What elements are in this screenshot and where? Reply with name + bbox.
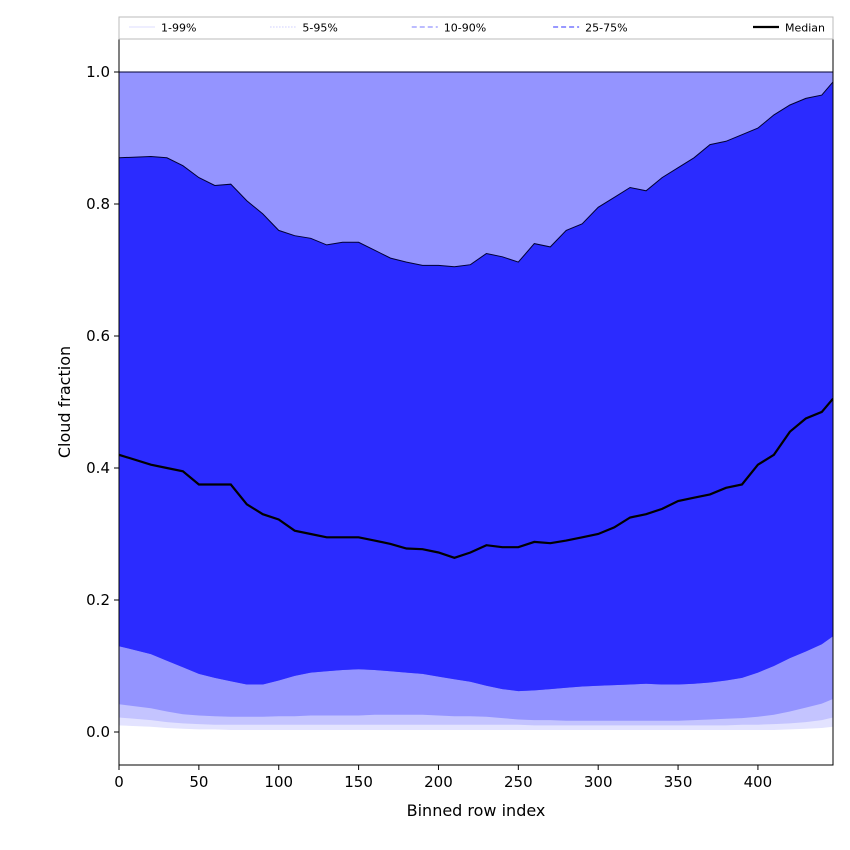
legend-box: [118, 16, 834, 40]
x-tick-label: 100: [264, 773, 293, 791]
y-axis-label: Cloud fraction: [55, 346, 74, 458]
x-tick-label: 150: [344, 773, 373, 791]
legend-label: 25-75%: [585, 22, 627, 35]
x-tick-label: 0: [114, 773, 124, 791]
bands-layer: [119, 72, 833, 730]
legend-label: 1-99%: [161, 22, 196, 35]
legend-label: Median: [785, 22, 825, 35]
x-tick-label: 400: [744, 773, 773, 791]
x-tick-label: 350: [664, 773, 693, 791]
legend-label: 10-90%: [444, 22, 486, 35]
x-tick-label: 300: [584, 773, 613, 791]
legend-label: 5-95%: [302, 22, 337, 35]
y-tick-label: 0.0: [86, 723, 110, 741]
lines-layer: [119, 71, 833, 559]
x-axis: 0 50 100 150 200 250 300 350 400: [114, 765, 772, 791]
band-iqr-core: [119, 81, 833, 692]
line-75th-percentile: [119, 81, 833, 268]
x-tick-label: 200: [424, 773, 453, 791]
x-axis-label: Binned row index: [407, 801, 546, 820]
line-median: [119, 397, 833, 559]
y-tick-label: 1.0: [86, 63, 110, 81]
y-axis: 0.0 0.2 0.4 0.6 0.8 1.0: [86, 63, 119, 741]
x-tick-label: 250: [504, 773, 533, 791]
y-tick-label: 0.8: [86, 195, 110, 213]
y-tick-label: 0.2: [86, 591, 110, 609]
x-tick-label: 50: [189, 773, 208, 791]
y-tick-label: 0.4: [86, 459, 110, 477]
y-tick-label: 0.6: [86, 327, 110, 345]
legend: 1-99% 5-95% 10-90% 25-75% Median: [118, 16, 834, 40]
